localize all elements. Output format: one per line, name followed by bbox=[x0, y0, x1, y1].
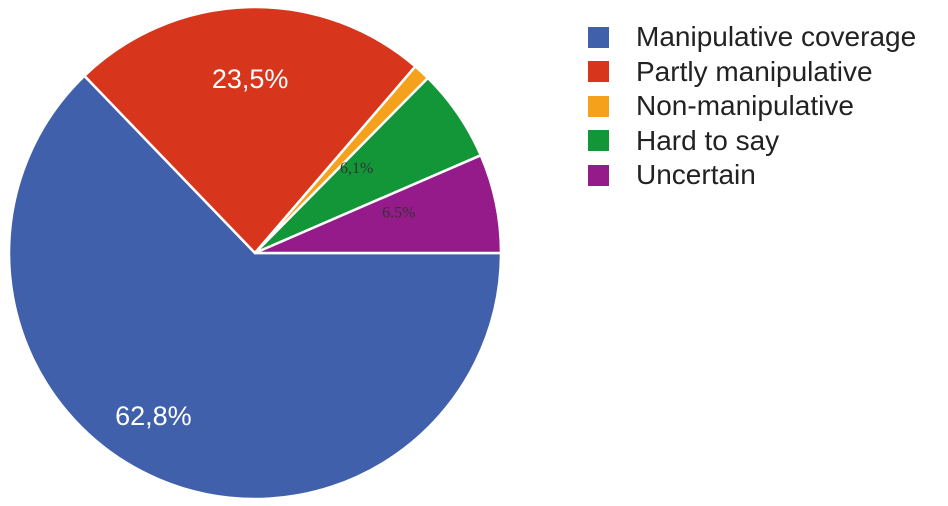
legend-label: Non-manipulative bbox=[636, 90, 854, 122]
legend-swatch bbox=[588, 26, 609, 48]
legend-swatch bbox=[588, 95, 609, 117]
legend-item-manipulative-coverage: Manipulative coverage bbox=[588, 20, 916, 55]
legend-item-uncertain: Uncertain bbox=[588, 158, 916, 193]
legend-item-hard-to-say: Hard to say bbox=[588, 124, 916, 159]
data-label-hard-to-say: 6,1% bbox=[340, 160, 373, 177]
data-label-partly-manipulative: 23,5% bbox=[212, 64, 289, 94]
legend-swatch bbox=[588, 61, 609, 83]
data-label-manipulative-coverage: 62,8% bbox=[115, 401, 192, 431]
legend-label: Partly manipulative bbox=[636, 55, 873, 87]
legend-label: Uncertain bbox=[636, 159, 756, 191]
legend: Manipulative coverage Partly manipulative… bbox=[588, 20, 916, 193]
pie-slice-partly-manipulative bbox=[83, 5, 417, 255]
pie-slice-manipulative-coverage bbox=[7, 74, 503, 501]
legend-item-partly-manipulative: Partly manipulative bbox=[588, 55, 916, 90]
legend-swatch bbox=[588, 130, 609, 152]
data-label-uncertain: 6.5% bbox=[382, 204, 415, 221]
legend-swatch bbox=[588, 164, 609, 186]
legend-label: Manipulative coverage bbox=[636, 21, 917, 53]
pie-slice-uncertain bbox=[253, 154, 503, 255]
legend-label: Hard to say bbox=[636, 124, 780, 156]
legend-item-non-manipulative: Non-manipulative bbox=[588, 89, 916, 124]
